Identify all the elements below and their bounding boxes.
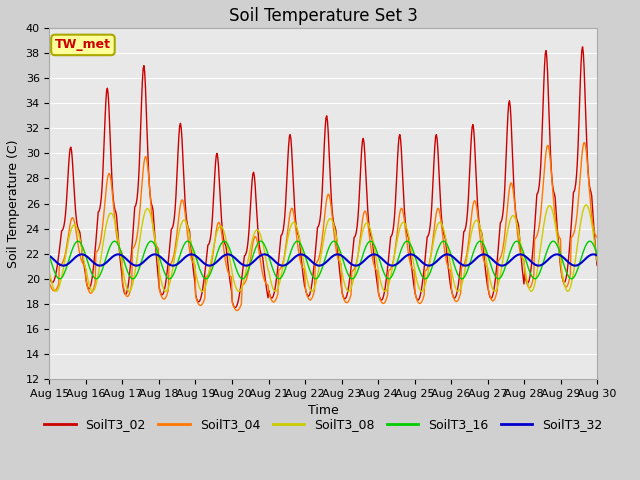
SoilT3_02 bbox=[196, 297, 204, 302]
Legend: SoilT3_02, SoilT3_04, SoilT3_08, SoilT3_16, SoilT3_32: SoilT3_02, SoilT3_04, SoilT3_08, SoilT3_… bbox=[39, 413, 607, 436]
SoilT3_08 bbox=[112, 223, 120, 229]
SoilT3_04 bbox=[56, 263, 63, 269]
SoilT3_04 bbox=[196, 302, 204, 308]
SoilT3_32 bbox=[113, 252, 121, 257]
SoilT3_08 bbox=[236, 288, 243, 294]
SoilT3_16 bbox=[593, 251, 601, 257]
SoilT3_16 bbox=[45, 253, 53, 259]
SoilT3_04 bbox=[593, 235, 601, 240]
SoilT3_02 bbox=[168, 226, 175, 232]
Line: SoilT3_04: SoilT3_04 bbox=[49, 143, 597, 311]
SoilT3_16 bbox=[169, 273, 177, 278]
Title: Soil Temperature Set 3: Soil Temperature Set 3 bbox=[229, 7, 418, 25]
SoilT3_02 bbox=[45, 274, 53, 279]
SoilT3_04 bbox=[406, 261, 414, 267]
SoilT3_04 bbox=[390, 252, 398, 257]
SoilT3_08 bbox=[593, 258, 601, 264]
SoilT3_16 bbox=[112, 239, 120, 244]
SoilT3_02 bbox=[406, 252, 414, 258]
Text: TW_met: TW_met bbox=[55, 38, 111, 51]
SoilT3_08 bbox=[390, 252, 398, 258]
SoilT3_16 bbox=[129, 276, 136, 282]
Line: SoilT3_32: SoilT3_32 bbox=[49, 254, 597, 265]
SoilT3_02 bbox=[593, 263, 601, 268]
SoilT3_04 bbox=[112, 225, 120, 231]
SoilT3_04 bbox=[580, 140, 588, 145]
SoilT3_32 bbox=[198, 258, 205, 264]
SoilT3_02 bbox=[112, 209, 120, 215]
SoilT3_08 bbox=[56, 283, 63, 289]
SoilT3_16 bbox=[56, 276, 63, 282]
SoilT3_08 bbox=[168, 273, 175, 279]
SoilT3_04 bbox=[168, 260, 175, 266]
Line: SoilT3_02: SoilT3_02 bbox=[49, 47, 597, 308]
SoilT3_16 bbox=[147, 239, 155, 244]
SoilT3_04 bbox=[45, 280, 53, 286]
SoilT3_02 bbox=[232, 305, 239, 311]
SoilT3_32 bbox=[45, 253, 53, 259]
SoilT3_32 bbox=[169, 263, 177, 268]
SoilT3_08 bbox=[582, 202, 590, 208]
SoilT3_02 bbox=[390, 214, 398, 220]
X-axis label: Time: Time bbox=[308, 405, 339, 418]
SoilT3_32 bbox=[77, 252, 85, 257]
SoilT3_16 bbox=[392, 265, 399, 271]
Y-axis label: Soil Temperature (C): Soil Temperature (C) bbox=[7, 139, 20, 268]
SoilT3_08 bbox=[406, 242, 414, 248]
SoilT3_02 bbox=[56, 247, 63, 253]
Line: SoilT3_16: SoilT3_16 bbox=[49, 241, 597, 279]
SoilT3_04 bbox=[233, 308, 241, 313]
SoilT3_32 bbox=[593, 252, 601, 258]
SoilT3_32 bbox=[56, 262, 63, 267]
SoilT3_32 bbox=[408, 252, 415, 257]
SoilT3_02 bbox=[579, 44, 586, 50]
SoilT3_16 bbox=[408, 243, 415, 249]
SoilT3_32 bbox=[392, 262, 399, 268]
SoilT3_08 bbox=[196, 287, 204, 292]
SoilT3_32 bbox=[60, 263, 67, 268]
SoilT3_08 bbox=[45, 269, 53, 275]
SoilT3_16 bbox=[198, 271, 205, 277]
Line: SoilT3_08: SoilT3_08 bbox=[49, 205, 597, 291]
